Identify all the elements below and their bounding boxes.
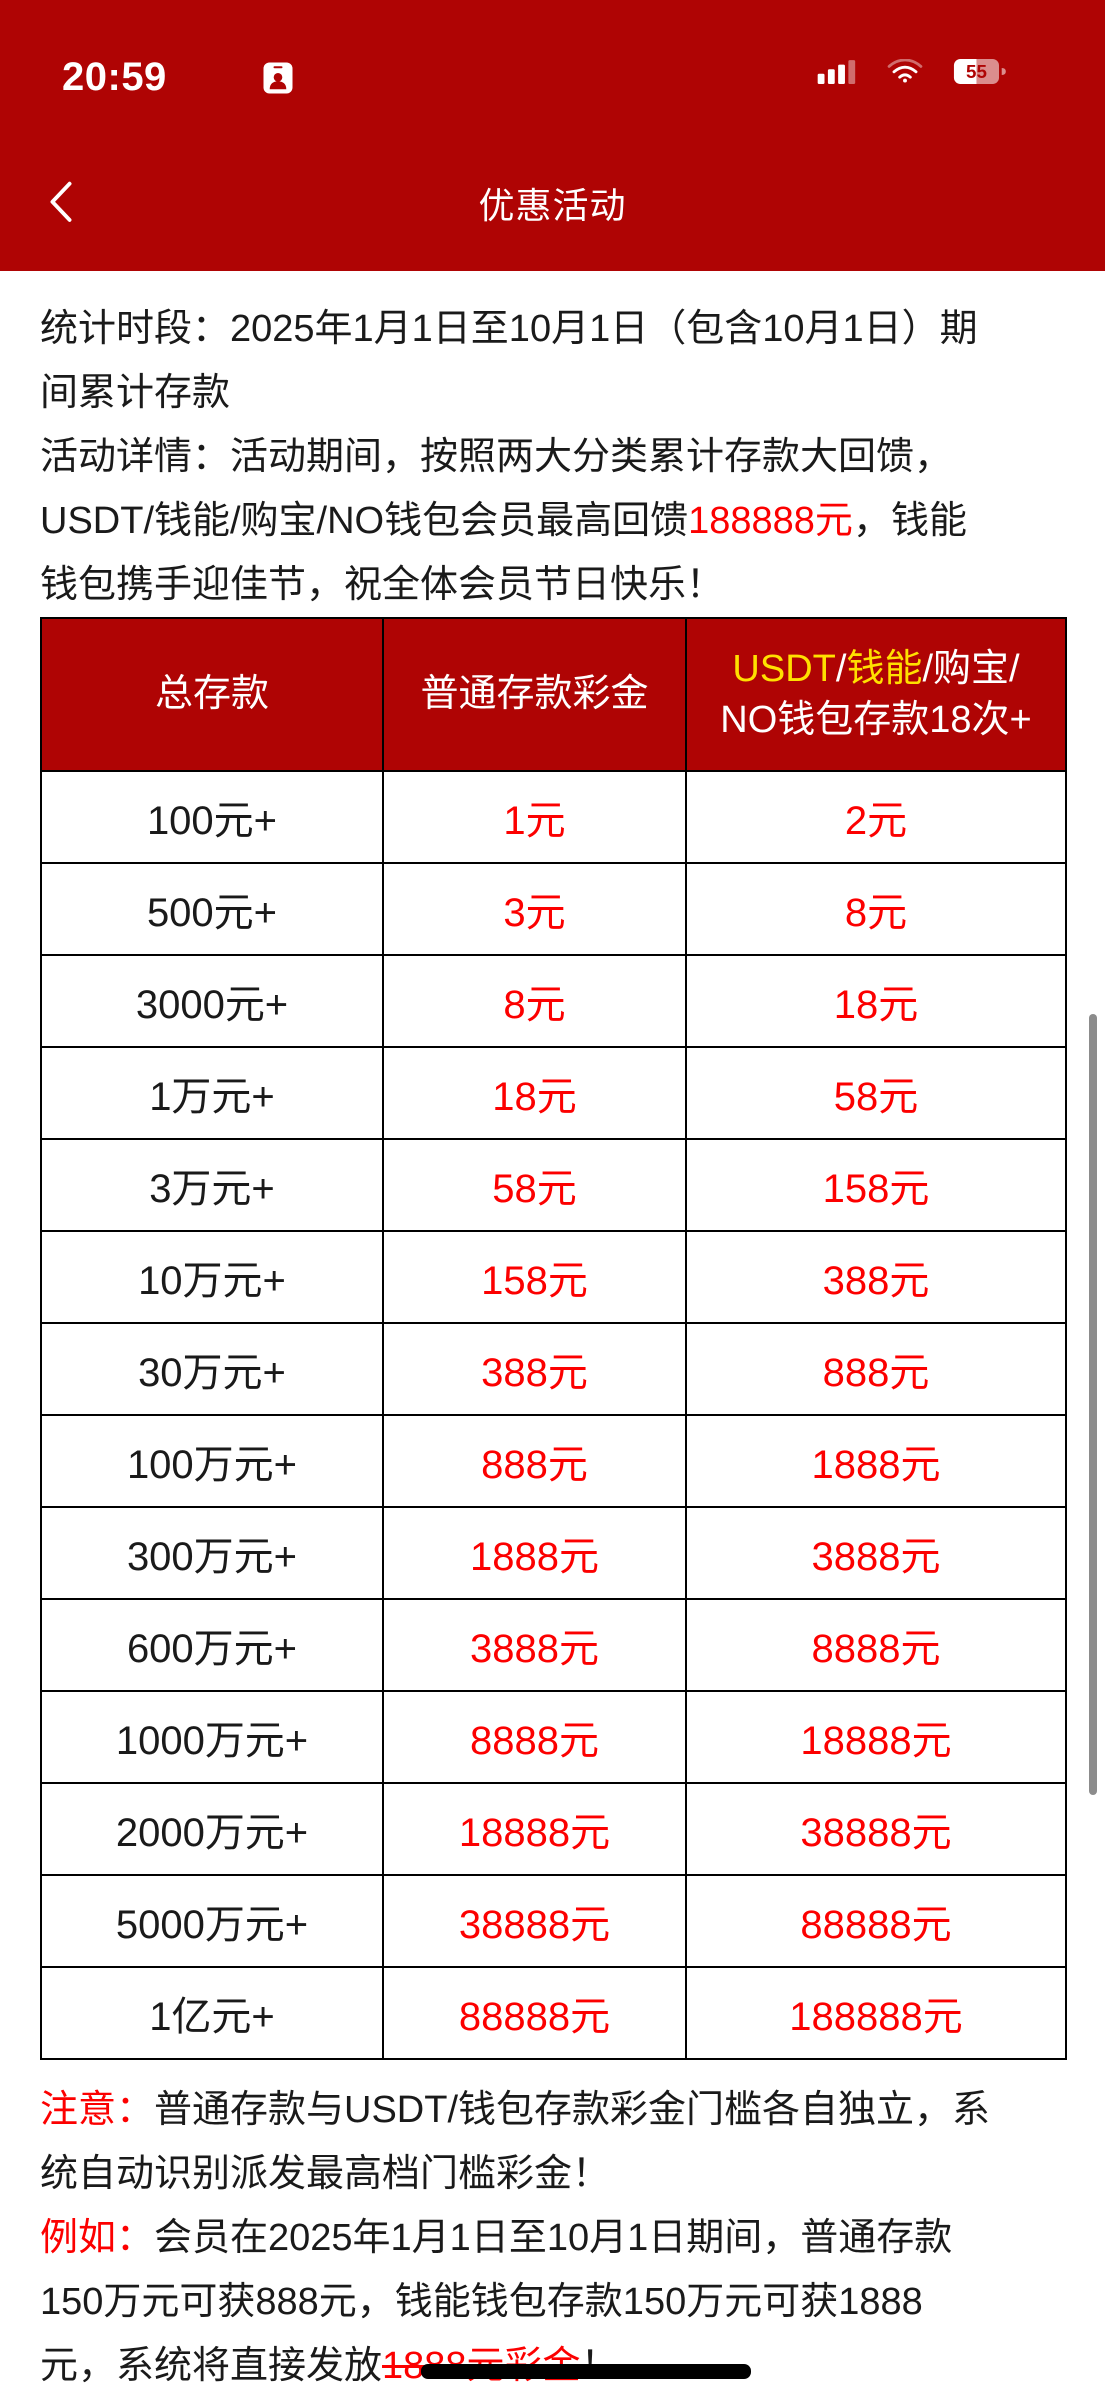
svg-text:55: 55 xyxy=(966,61,987,82)
